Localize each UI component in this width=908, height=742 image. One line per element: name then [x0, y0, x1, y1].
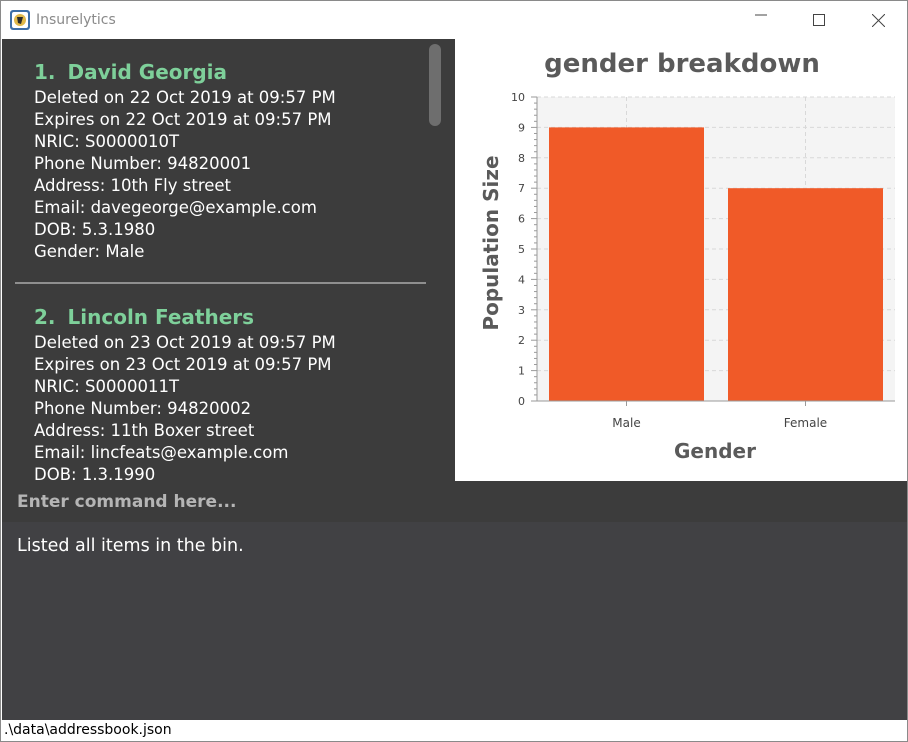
y-tick-label: 7 — [518, 182, 525, 195]
phone-number: Phone Number: 94820001 — [34, 154, 252, 173]
close-button[interactable] — [849, 1, 907, 39]
y-tick-label: 2 — [518, 334, 525, 347]
result-display: Listed all items in the bin. — [2, 522, 907, 720]
address: Address: 11th Boxer street — [34, 421, 255, 440]
minimize-icon — [755, 14, 767, 16]
y-tick-label: 5 — [518, 243, 525, 256]
status-bar: .\data\addressbook.json — [2, 720, 907, 741]
person-index: 2. — [34, 305, 56, 329]
expiry-date: Expires on 22 Oct 2019 at 09:57 PM — [34, 110, 332, 129]
command-input[interactable] — [2, 481, 907, 522]
bar-chart: 0 1 2 3 4 5 6 7 8 9 10 Male Female — [511, 91, 895, 430]
dob: DOB: 5.3.1980 — [34, 220, 156, 239]
nric: NRIC: S0000010T — [34, 132, 180, 151]
gender: Gender: Male — [34, 242, 145, 261]
maximize-icon — [813, 14, 825, 26]
y-tick-label: 8 — [518, 152, 525, 165]
result-message: Listed all items in the bin. — [17, 536, 244, 556]
y-tick-label: 4 — [518, 273, 525, 286]
y-tick-label: 1 — [518, 365, 525, 378]
person-name: David Georgia — [67, 60, 228, 84]
close-icon — [871, 13, 885, 27]
title-bar[interactable]: Insurelytics — [1, 1, 907, 39]
card-divider — [15, 282, 426, 284]
deleted-date: Deleted on 23 Oct 2019 at 09:57 PM — [34, 333, 336, 352]
app-logo-icon — [10, 10, 30, 30]
dob: DOB: 1.3.1990 — [34, 465, 156, 481]
command-box[interactable] — [2, 481, 907, 522]
y-tick-label: 9 — [518, 121, 525, 134]
bar-female — [728, 188, 883, 401]
email: Email: lincfeats@example.com — [34, 443, 289, 462]
x-tick-label: Female — [784, 416, 827, 430]
deleted-date: Deleted on 22 Oct 2019 at 09:57 PM — [34, 88, 336, 107]
person-card[interactable]: 2. Lincoln Feathers Deleted on 23 Oct 201… — [34, 304, 336, 481]
bar-male — [549, 127, 704, 402]
minimize-button[interactable] — [732, 1, 790, 39]
person-card-title: 1. David Georgia — [34, 59, 336, 87]
person-list-panel[interactable]: 1. David Georgia Deleted on 22 Oct 2019 a… — [2, 39, 455, 481]
y-tick-label: 3 — [518, 304, 525, 317]
person-card[interactable]: 1. David Georgia Deleted on 22 Oct 2019 a… — [34, 59, 336, 263]
maximize-button[interactable] — [790, 1, 848, 39]
x-tick-label: Male — [612, 416, 640, 430]
expiry-date: Expires on 23 Oct 2019 at 09:57 PM — [34, 355, 332, 374]
person-index: 1. — [34, 60, 56, 84]
phone-number: Phone Number: 94820002 — [34, 399, 252, 418]
chart-panel: gender breakdown Population Size Gender … — [455, 39, 907, 481]
window-title: Insurelytics — [36, 12, 116, 28]
email: Email: davegeorge@example.com — [34, 198, 317, 217]
x-axis-title: Gender — [674, 439, 756, 463]
y-tick-label: 0 — [518, 395, 525, 408]
y-tick-label: 10 — [511, 91, 525, 104]
person-name: Lincoln Feathers — [67, 305, 255, 329]
list-scrollbar[interactable] — [429, 44, 441, 126]
nric: NRIC: S0000011T — [34, 377, 180, 396]
address: Address: 10th Fly street — [34, 176, 232, 195]
chart-title: gender breakdown — [544, 49, 820, 79]
y-tick-label: 6 — [518, 213, 525, 226]
person-card-title: 2. Lincoln Feathers — [34, 304, 336, 332]
save-location: .\data\addressbook.json — [4, 722, 172, 738]
